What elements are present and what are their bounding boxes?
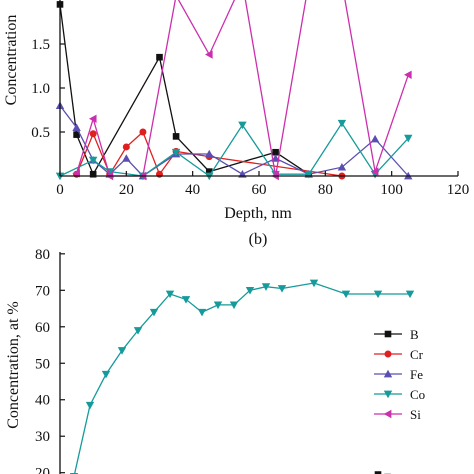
bottom-point-Co [101,370,111,379]
bottom-point-Co [261,283,271,291]
top-y-tick-label: 0.5 [31,125,50,141]
top-point-Co [404,134,413,143]
legend-marker-Fe [383,369,393,378]
bottom-y-tick-label: 30 [35,429,50,445]
bottom-plot-area [59,252,415,474]
top-point-Si [370,167,379,176]
legend: B Cr Fe Co Si [374,327,425,422]
bottom-point-Co [117,347,127,355]
top-point-B [156,53,163,61]
top-point-B [172,133,180,140]
bottom-point-B [374,471,382,474]
bottom-y-tick-label: 70 [35,283,50,299]
legend-marker-Cr [384,350,392,358]
top-point-Co [337,119,347,128]
bottom-point-Co [197,308,207,317]
top-point-Cr [139,128,147,136]
bottom-y-tick-label: 80 [35,247,50,263]
legend-label-Si: Si [410,407,421,422]
top-point-Fe [370,134,380,143]
top-point-Cr [122,143,130,151]
bottom-y-tick-label: 50 [35,356,50,372]
top-point-Co [238,121,247,130]
top-point-Fe [337,163,347,171]
bottom-point-Co [405,290,415,299]
bottom-point-Co [277,285,287,293]
top-point-Co [171,148,181,157]
top-point-Cr [89,130,97,138]
top-series-line-Si [75,0,409,177]
top-plot-area [55,0,458,181]
top-series-line-Co [59,122,409,177]
top-point-Si [88,114,97,123]
bottom-y-axis-label: Concentration, at % [5,301,22,429]
legend-label-B: B [410,327,419,342]
bottom-point-Co [149,308,159,317]
top-x-tick-label: 0 [56,182,64,198]
top-x-axis-label: Depth, nm [224,205,292,222]
bottom-series-line-Co [73,282,410,474]
legend-marker-Co [383,390,393,399]
chart-top: Concentration 0.51.01.5 0 20 40 60 80 100 120 … [3,0,469,248]
bottom-point-Co [133,327,143,335]
bottom-point-Co [245,286,255,295]
chart-bottom: Concentration, at % 20 30 40 50 60 70 80 B Cr Fe… [5,247,425,474]
top-series-group [55,0,413,181]
top-x-ticks: 0 20 40 60 80 100 120 [56,171,469,198]
legend-label-Fe: Fe [410,367,423,382]
bottom-point-Co [181,296,191,304]
bottom-point-Co [165,290,175,299]
bottom-point-Co [341,290,351,299]
top-point-Si [404,70,412,79]
top-x-tick-label: 100 [380,182,403,198]
bottom-y-tick-label: 40 [35,393,50,409]
panel-b-caption: (b) [249,231,268,248]
top-point-Co [304,170,313,179]
top-point-B [89,170,97,178]
top-point-Fe [205,149,214,158]
top-x-tick-label: 40 [185,182,200,198]
top-y-tick-label: 1.5 [31,37,50,53]
top-point-B [73,131,80,138]
top-y-ticks: 0.5 1.0 1.5 [31,37,65,141]
bottom-point-Co [309,279,319,288]
bottom-y-tick-label: 60 [35,320,50,336]
legend-label-Co: Co [410,387,425,402]
top-point-Co [88,156,98,165]
top-y-axis-label: Concentration [3,15,20,106]
legend-label-Cr: Cr [410,347,424,362]
legend-marker-B [384,330,392,338]
bottom-point-Co [229,301,239,310]
top-point-B [272,148,279,156]
top-point-Cr [156,170,163,178]
top-series-line-B [59,4,310,176]
top-x-tick-label: 80 [318,182,333,198]
top-point-Fe [122,154,131,162]
bottom-point-Co [85,401,95,410]
top-y-tick-label: 1.0 [31,81,50,97]
top-x-tick-label: 60 [252,182,267,198]
bottom-y-ticks: 20 30 40 50 60 70 80 [35,247,65,474]
top-x-tick-label: 20 [119,182,134,198]
legend-marker-Si [383,409,392,419]
top-point-Si [205,50,213,59]
top-x-tick-label: 120 [447,182,470,198]
bottom-y-tick-label: 20 [35,466,50,474]
top-point-B [205,168,213,175]
bottom-point-Co [213,301,223,310]
top-point-Fe [72,123,81,131]
bottom-point-Co [373,290,383,299]
